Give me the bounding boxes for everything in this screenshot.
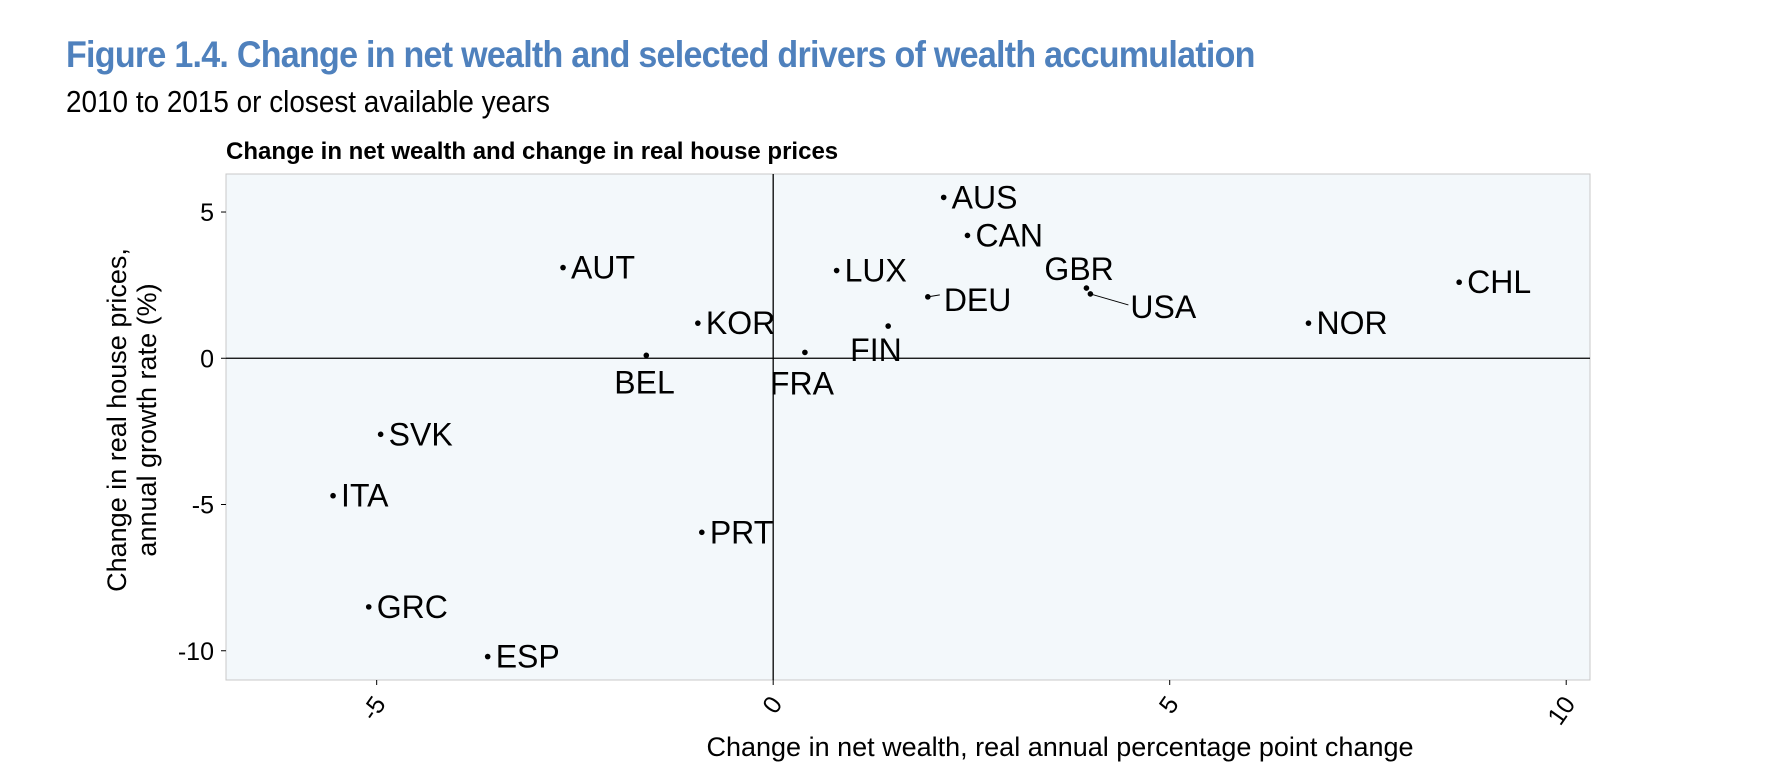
point-svk — [377, 431, 384, 438]
point-fin — [885, 323, 891, 329]
reference-lines — [226, 174, 1590, 680]
point-label-can: CAN — [975, 217, 1043, 253]
point-nor — [1305, 320, 1312, 326]
leader-line-deu — [927, 294, 940, 298]
point-label-gbr: GBR — [1044, 251, 1113, 287]
point-kor — [695, 320, 701, 326]
point-usa — [1087, 291, 1094, 297]
point-label-deu: DEU — [944, 282, 1012, 318]
y-axis-title-line-2: annual growth rate (%) — [132, 283, 162, 556]
y-axis-title: Change in real house prices, annual grow… — [102, 248, 162, 592]
point-label-fin: FIN — [850, 332, 902, 368]
y-tick-label: 0 — [200, 345, 214, 373]
point-label-aus: AUS — [952, 179, 1018, 215]
point-gbr — [1083, 285, 1090, 291]
x-tick-label: -5 — [356, 691, 392, 725]
point-label-esp: ESP — [496, 639, 560, 675]
y-tick-label: -5 — [192, 492, 214, 520]
figure-subtitle: 2010 to 2015 or closest available years — [66, 84, 550, 119]
label-leader-lines — [927, 293, 1129, 306]
point-label-aut: AUT — [571, 250, 635, 286]
figure-title: Figure 1.4. Change in net wealth and sel… — [66, 34, 1255, 75]
point-chl — [1456, 279, 1462, 286]
point-label-svk: SVK — [389, 416, 453, 452]
point-label-prt: PRT — [710, 514, 773, 550]
point-label-lux: LUX — [845, 253, 907, 289]
point-esp — [484, 653, 491, 660]
x-tick-label: 0 — [757, 691, 788, 718]
chart-title: Change in net wealth and change in real … — [226, 138, 838, 165]
x-tick-label: 10 — [1542, 691, 1581, 730]
point-label-grc: GRC — [377, 589, 448, 625]
point-bel — [643, 352, 650, 359]
point-label-bel: BEL — [614, 364, 674, 400]
y-axis-ticks: 5 0 -5 -10 — [178, 199, 226, 666]
leader-line-usa — [1090, 293, 1129, 306]
y-tick-label: 5 — [200, 199, 214, 227]
x-axis-ticks: -5 0 5 10 — [356, 680, 1581, 730]
y-tick-label: -10 — [178, 638, 214, 666]
point-aus — [940, 194, 947, 201]
point-aut — [560, 264, 566, 271]
point-lux — [833, 267, 840, 274]
point-ita — [330, 492, 336, 499]
point-label-nor: NOR — [1316, 305, 1387, 341]
y-axis-title-line-1: Change in real house prices, — [102, 248, 132, 592]
point-grc — [365, 604, 372, 610]
point-label-ita: ITA — [341, 478, 389, 514]
point-label-usa: USA — [1130, 289, 1196, 325]
point-label-fra: FRA — [770, 365, 835, 401]
point-label-kor: KOR — [706, 305, 775, 341]
point-can — [964, 232, 971, 239]
x-tick-label: 5 — [1154, 691, 1185, 718]
x-axis-title: Change in net wealth, real annual percen… — [706, 732, 1413, 762]
point-fra — [802, 349, 808, 356]
point-prt — [699, 529, 705, 536]
plot-area — [225, 173, 1591, 681]
point-label-chl: CHL — [1467, 264, 1531, 300]
